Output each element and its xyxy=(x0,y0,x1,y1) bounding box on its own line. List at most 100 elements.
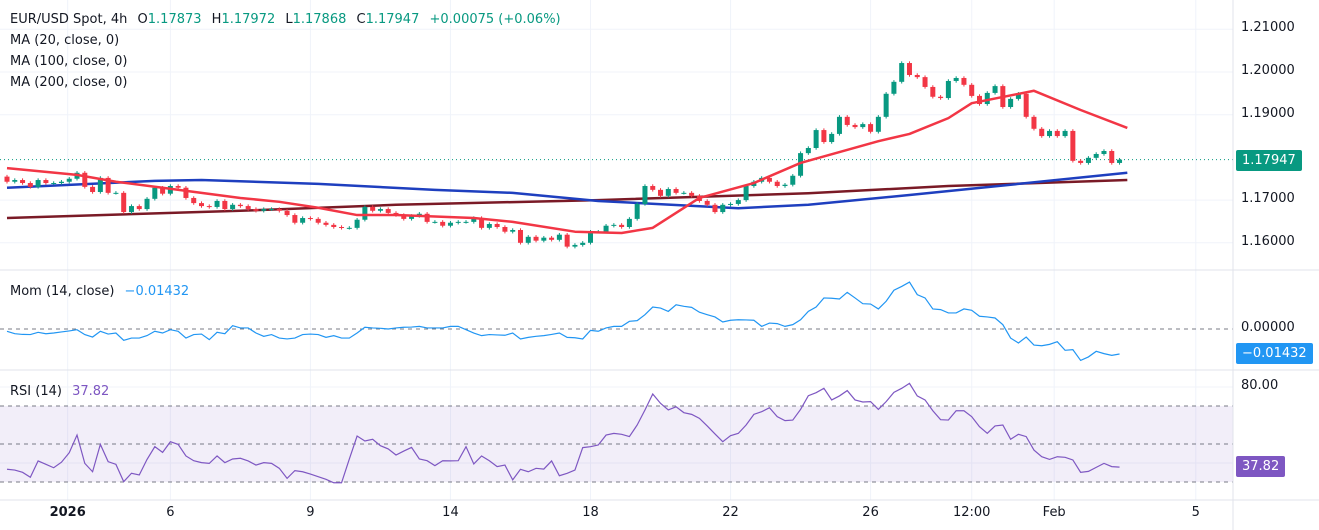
candle-down xyxy=(479,218,485,228)
candle-down xyxy=(183,187,189,198)
candle-down xyxy=(136,206,142,210)
candle-up xyxy=(58,181,64,184)
candle-down xyxy=(844,116,850,125)
candle-down xyxy=(331,224,337,228)
candle-down xyxy=(533,236,539,241)
ma100-legend[interactable]: MA (100, close, 0) xyxy=(10,54,128,69)
time-axis-tick: 9 xyxy=(306,505,315,520)
candle-down xyxy=(315,218,321,223)
candle-up xyxy=(128,206,134,213)
candle-down xyxy=(175,186,181,188)
candle-up xyxy=(860,124,866,128)
candle-down xyxy=(245,206,251,210)
candle-up xyxy=(1117,159,1123,163)
candle-up xyxy=(642,186,648,204)
candle-up xyxy=(97,177,103,192)
candle-up xyxy=(743,186,749,201)
candle-down xyxy=(906,63,912,75)
candle-up xyxy=(214,200,220,207)
price-axis-tick: 1.20000 xyxy=(1241,63,1295,78)
time-axis-tick: 12:00 xyxy=(952,505,991,520)
candle-up xyxy=(984,92,990,105)
rsi-band xyxy=(0,405,1233,483)
candle-down xyxy=(930,86,936,97)
price-axis-tick: 1.19000 xyxy=(1241,105,1295,121)
candle-down xyxy=(424,213,430,222)
candle-down xyxy=(237,204,243,207)
candle-down xyxy=(222,200,228,210)
candle-up xyxy=(1008,98,1014,108)
ma200-legend[interactable]: MA (200, close, 0) xyxy=(10,75,128,90)
rsi-axis-tick: 80.00 xyxy=(1241,378,1279,393)
ma20-legend[interactable]: MA (20, close, 0) xyxy=(10,33,120,48)
candle-up xyxy=(269,209,275,211)
candle-down xyxy=(292,215,298,223)
time-axis-tick: 26 xyxy=(862,505,879,520)
candle-up xyxy=(144,198,150,210)
candle-down xyxy=(276,209,282,211)
candle-down xyxy=(914,74,920,78)
rsi-value: 37.82 xyxy=(72,384,110,399)
candle-up xyxy=(829,133,835,143)
candle-down xyxy=(160,187,166,194)
time-axis-tick: 14 xyxy=(442,505,459,520)
candle-down xyxy=(564,234,570,247)
candle-up xyxy=(836,116,842,134)
candle-down xyxy=(323,222,329,225)
candle-up xyxy=(541,237,547,241)
candle-down xyxy=(689,192,695,196)
candle-up xyxy=(899,63,905,82)
candle-up xyxy=(728,203,734,205)
candle-down xyxy=(206,206,212,208)
candle-down xyxy=(1070,130,1076,161)
candle-down xyxy=(766,177,772,182)
candle-down xyxy=(191,197,197,204)
candle-up xyxy=(782,184,788,187)
candle-up xyxy=(1101,150,1107,154)
momentum-label: Mom (14, close) xyxy=(10,284,115,299)
rsi-last-tag: 37.82 xyxy=(1236,456,1286,477)
candle-down xyxy=(284,210,290,216)
symbol-legend[interactable]: EUR/USD Spot, 4h O1.17873 H1.17972 L1.17… xyxy=(10,9,567,30)
ohlc-open: O1.17873 xyxy=(137,12,202,27)
candle-up xyxy=(455,221,461,223)
time-axis-tick: 18 xyxy=(582,505,599,520)
candle-down xyxy=(1039,128,1045,137)
time-axis-tick: 6 xyxy=(166,505,175,520)
candle-down xyxy=(440,221,446,226)
candle-up xyxy=(113,192,119,194)
candle-down xyxy=(1031,116,1037,129)
candle-up xyxy=(626,218,632,228)
time-axis-tick: 2026 xyxy=(49,505,86,520)
candle-up xyxy=(300,218,306,223)
candle-down xyxy=(1078,160,1084,163)
candle-down xyxy=(852,124,858,128)
candle-up xyxy=(665,188,671,196)
ohlc-close: C1.17947 xyxy=(356,12,420,27)
candle-down xyxy=(922,77,928,87)
candle-up xyxy=(572,244,578,247)
candle-down xyxy=(82,172,88,187)
candle-up xyxy=(580,242,586,245)
candle-down xyxy=(401,215,407,219)
candle-down xyxy=(821,130,827,143)
candle-up xyxy=(230,204,236,210)
ma100-line xyxy=(6,171,1128,210)
candle-up xyxy=(875,116,881,132)
candle-up xyxy=(556,234,562,240)
ma20-path xyxy=(6,89,1128,235)
candle-down xyxy=(43,180,49,184)
candle-up xyxy=(486,224,492,228)
momentum-legend[interactable]: Mom (14, close) −0.01432 xyxy=(10,281,195,302)
candle-down xyxy=(650,186,656,190)
candle-down xyxy=(253,209,259,211)
candle-down xyxy=(1109,150,1115,163)
candle-down xyxy=(969,84,975,96)
rsi-legend[interactable]: RSI (14) 37.82 xyxy=(10,381,115,402)
candle-up xyxy=(362,206,368,220)
momentum-last-tag: −0.01432 xyxy=(1236,343,1313,364)
candle-down xyxy=(27,183,33,187)
candle-down xyxy=(121,192,127,213)
